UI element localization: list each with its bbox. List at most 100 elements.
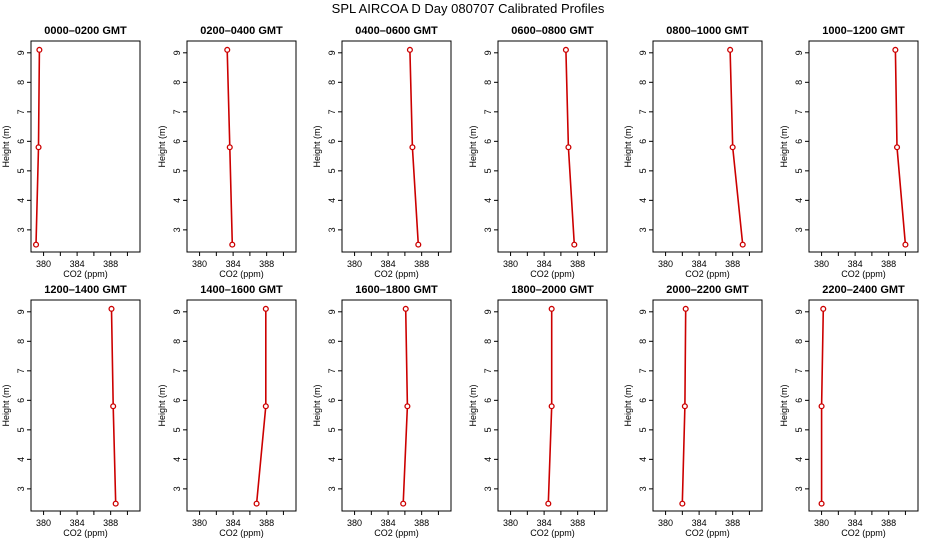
y-tick-label: 7 bbox=[172, 368, 182, 373]
x-axis-label: CO2 (ppm) bbox=[374, 269, 419, 279]
y-tick-label: 4 bbox=[483, 198, 493, 203]
y-tick-label: 4 bbox=[327, 457, 337, 462]
profile-point bbox=[415, 241, 422, 248]
y-tick-label: 3 bbox=[483, 227, 493, 232]
profile-point bbox=[562, 46, 569, 53]
y-tick-label: 3 bbox=[16, 227, 26, 232]
profile-point bbox=[820, 305, 827, 312]
y-tick-label: 7 bbox=[483, 109, 493, 114]
y-tick-label: 8 bbox=[327, 80, 337, 85]
y-tick-label: 3 bbox=[794, 486, 804, 491]
profile-panel: 0000–0200 GMT 380 384 388 3 4 5 6 7 8 9 CO2 (ppm) He… bbox=[1, 25, 141, 279]
x-axis-label: CO2 (ppm) bbox=[63, 528, 108, 538]
x-axis-label: CO2 (ppm) bbox=[530, 528, 575, 538]
y-axis-label: Height (m) bbox=[1, 125, 11, 167]
panel-title: 1000–1200 GMT bbox=[822, 25, 905, 37]
y-tick-label: 4 bbox=[638, 457, 648, 462]
y-axis-label: Height (m) bbox=[623, 125, 633, 167]
profile-panel: 2000–2200 GMT 380 384 388 3 4 5 6 7 8 9 CO2 (ppm) He… bbox=[623, 284, 763, 538]
x-tick-label: 384 bbox=[381, 259, 396, 269]
y-tick-label: 7 bbox=[172, 109, 182, 114]
y-tick-label: 6 bbox=[794, 398, 804, 403]
y-tick-label: 4 bbox=[794, 198, 804, 203]
y-tick-label: 6 bbox=[172, 398, 182, 403]
profile-point bbox=[565, 144, 572, 151]
plot-frame bbox=[30, 40, 141, 253]
y-tick-label: 5 bbox=[794, 427, 804, 432]
panel-title: 0000–0200 GMT bbox=[44, 25, 127, 37]
plot-frame bbox=[808, 299, 919, 512]
y-tick-label: 4 bbox=[327, 198, 337, 203]
y-tick-label: 3 bbox=[638, 486, 648, 491]
y-tick-label: 6 bbox=[327, 139, 337, 144]
y-tick-label: 5 bbox=[638, 427, 648, 432]
y-tick-label: 5 bbox=[172, 168, 182, 173]
x-tick-label: 388 bbox=[103, 259, 118, 269]
y-tick-label: 6 bbox=[483, 139, 493, 144]
x-tick-label: 384 bbox=[226, 259, 241, 269]
profile-panel: 1400–1600 GMT 380 384 388 3 4 5 6 7 8 9 CO2 (ppm) He… bbox=[157, 284, 297, 538]
x-tick-label: 380 bbox=[503, 518, 518, 528]
profile-point bbox=[108, 305, 115, 312]
y-tick-label: 8 bbox=[794, 339, 804, 344]
y-tick-label: 9 bbox=[638, 50, 648, 55]
y-tick-label: 7 bbox=[327, 109, 337, 114]
profile-point bbox=[229, 241, 236, 248]
figure-title: SPL AIRCOA D Day 080707 Calibrated Profi… bbox=[331, 1, 605, 16]
y-tick-label: 8 bbox=[483, 339, 493, 344]
y-tick-label: 4 bbox=[483, 457, 493, 462]
profile-point bbox=[402, 305, 409, 312]
y-tick-label: 9 bbox=[16, 309, 26, 314]
profile-point bbox=[224, 46, 231, 53]
y-tick-label: 4 bbox=[16, 198, 26, 203]
y-tick-label: 9 bbox=[327, 309, 337, 314]
plot-frame bbox=[341, 299, 452, 512]
plot-frame bbox=[30, 299, 141, 512]
plot-frame bbox=[652, 299, 763, 512]
y-tick-label: 9 bbox=[794, 309, 804, 314]
y-tick-label: 7 bbox=[794, 368, 804, 373]
y-tick-label: 5 bbox=[327, 427, 337, 432]
x-tick-label: 388 bbox=[103, 518, 118, 528]
profile-panel: 1800–2000 GMT 380 384 388 3 4 5 6 7 8 9 CO2 (ppm) He… bbox=[468, 284, 608, 538]
profile-point bbox=[36, 46, 43, 53]
y-tick-label: 6 bbox=[638, 398, 648, 403]
y-tick-label: 3 bbox=[16, 486, 26, 491]
x-tick-label: 388 bbox=[570, 259, 585, 269]
y-tick-label: 5 bbox=[327, 168, 337, 173]
y-tick-label: 3 bbox=[172, 486, 182, 491]
panel-title: 1200–1400 GMT bbox=[44, 284, 127, 296]
x-tick-label: 388 bbox=[881, 259, 896, 269]
profile-point bbox=[112, 500, 119, 507]
x-tick-label: 380 bbox=[658, 518, 673, 528]
y-tick-label: 6 bbox=[327, 398, 337, 403]
y-tick-label: 7 bbox=[16, 368, 26, 373]
y-axis-label: Height (m) bbox=[468, 125, 478, 167]
profile-point bbox=[548, 305, 555, 312]
y-tick-label: 5 bbox=[638, 168, 648, 173]
plot-frame bbox=[186, 299, 297, 512]
profile-point bbox=[226, 144, 233, 151]
y-tick-label: 4 bbox=[794, 457, 804, 462]
y-tick-label: 3 bbox=[327, 486, 337, 491]
y-tick-label: 8 bbox=[16, 80, 26, 85]
y-axis-label: Height (m) bbox=[779, 125, 789, 167]
panel-title: 1400–1600 GMT bbox=[200, 284, 283, 296]
y-tick-label: 6 bbox=[172, 139, 182, 144]
profile-point bbox=[818, 403, 825, 410]
y-tick-label: 5 bbox=[483, 427, 493, 432]
profile-panel: 1000–1200 GMT 380 384 388 3 4 5 6 7 8 9 CO2 (ppm) He… bbox=[779, 25, 919, 279]
y-tick-label: 4 bbox=[172, 198, 182, 203]
profile-point bbox=[262, 305, 269, 312]
x-tick-label: 384 bbox=[226, 518, 241, 528]
y-tick-label: 6 bbox=[794, 139, 804, 144]
x-tick-label: 380 bbox=[347, 259, 362, 269]
profile-panel: 1600–1800 GMT 380 384 388 3 4 5 6 7 8 9 CO2 (ppm) He… bbox=[312, 284, 452, 538]
y-tick-label: 3 bbox=[638, 227, 648, 232]
x-tick-label: 380 bbox=[36, 518, 51, 528]
profile-point bbox=[893, 144, 901, 151]
y-tick-label: 7 bbox=[483, 368, 493, 373]
x-axis-label: CO2 (ppm) bbox=[63, 269, 108, 279]
y-tick-label: 8 bbox=[483, 80, 493, 85]
